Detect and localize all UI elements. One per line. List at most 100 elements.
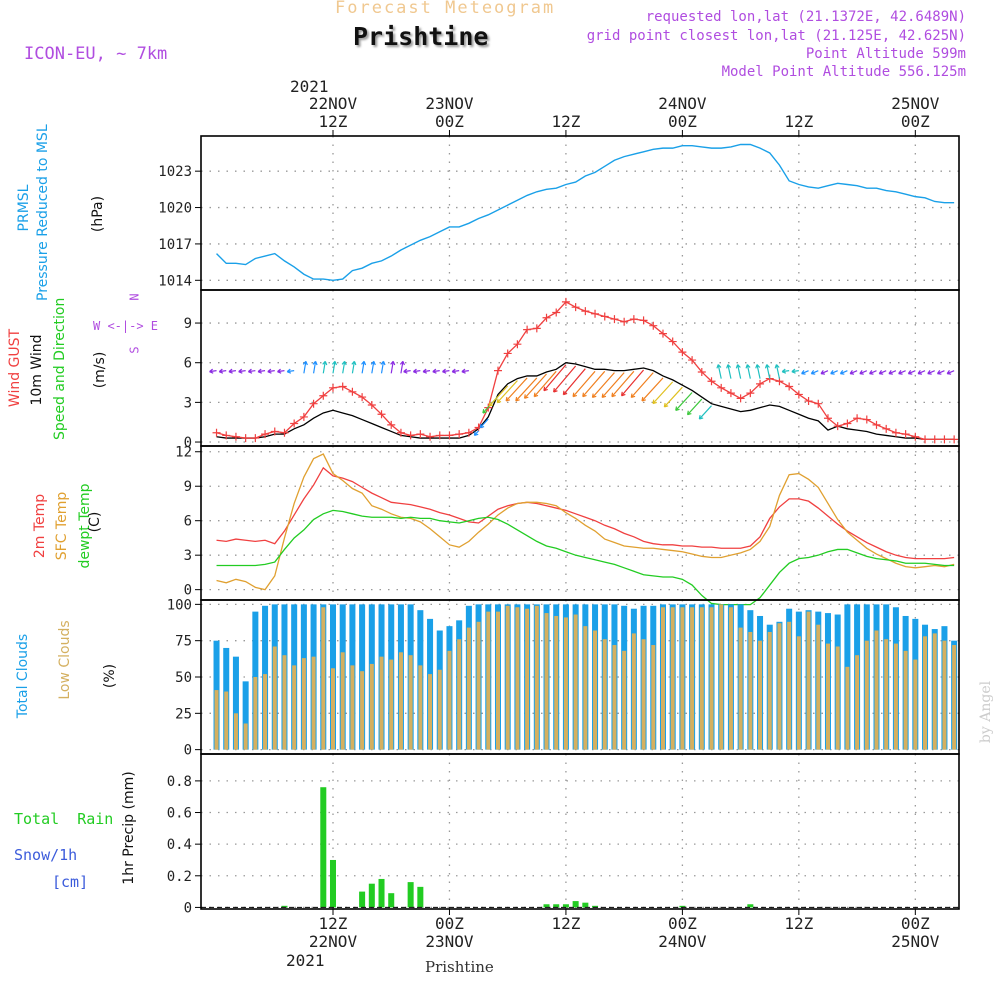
compass-s: S <box>127 346 142 354</box>
wind-direction-arrow <box>543 364 567 392</box>
low-clouds-bar <box>447 650 452 750</box>
wind-direction-arrow <box>620 369 645 397</box>
gust-point <box>270 427 279 436</box>
low-clouds-bar <box>758 640 763 750</box>
gust-point <box>853 414 862 423</box>
gust-point <box>581 307 590 316</box>
wind-direction-arrow <box>412 368 421 374</box>
ytick-label-temperature: 0 <box>184 583 192 599</box>
gust-point <box>911 432 920 441</box>
low-clouds-bar <box>350 665 355 750</box>
wind-direction-arrow <box>209 368 217 374</box>
ytick-label-clouds: 75 <box>175 634 192 650</box>
low-clouds-bar <box>845 666 850 750</box>
date-label-bottom: 22NOV <box>309 932 358 951</box>
date-label-bottom: 25NOV <box>891 932 940 951</box>
wind-direction-arrow <box>774 364 781 379</box>
wind-direction-arrow <box>461 368 469 374</box>
time-label-bottom: 12Z <box>551 914 580 933</box>
gust-point <box>445 431 454 440</box>
wind-direction-arrow <box>859 370 868 375</box>
low-clouds-bar <box>913 659 918 750</box>
wind-unit: (m/s) <box>92 351 108 389</box>
low-clouds-bar <box>457 639 462 750</box>
low-clouds-bar <box>602 639 607 750</box>
gust-point <box>610 315 619 324</box>
wind-direction-arrow <box>479 418 489 429</box>
time-label-bottom: 12Z <box>319 914 348 933</box>
wind-direction-arrow <box>927 370 935 375</box>
low-clouds-bar <box>738 627 743 750</box>
gust-point <box>794 390 803 399</box>
wind-direction-arrow <box>302 360 308 374</box>
low-clouds-bar <box>583 626 588 750</box>
ytick-label-clouds: 25 <box>175 706 192 722</box>
wind-direction-arrow <box>726 364 732 379</box>
ytick-label-precip: 0.4 <box>167 837 192 853</box>
precip-bar <box>368 883 375 908</box>
gust-point <box>921 435 930 444</box>
gust-point <box>726 389 735 398</box>
date-label-top: 24NOV <box>658 94 707 113</box>
wind-direction-arrow <box>675 392 693 411</box>
low-clouds-bar <box>233 713 238 750</box>
gust-point <box>717 383 726 392</box>
wind-direction-arrow <box>267 368 275 374</box>
low-clouds-bar <box>573 614 578 750</box>
wind-direction-arrow <box>422 368 431 374</box>
gust-point <box>251 434 260 443</box>
low-clouds-bar <box>777 623 782 750</box>
gust-point <box>600 312 609 321</box>
wind-direction-arrow <box>716 364 722 379</box>
wind-direction-arrow <box>505 377 528 402</box>
low-clouds-bar <box>563 617 568 750</box>
low-clouds-bar <box>864 640 869 750</box>
low-clouds-label: Low Clouds <box>57 620 73 700</box>
gust-point <box>891 428 900 437</box>
low-clouds-bar <box>505 605 510 750</box>
wind-direction-arrow <box>698 405 712 420</box>
low-clouds-bar <box>515 607 520 750</box>
ytick-label-temperature: 12 <box>175 445 192 461</box>
wind-direction-arrow <box>380 360 386 374</box>
gust-point <box>280 428 289 437</box>
total-clouds-bar <box>242 681 249 750</box>
wind-direction-arrow <box>361 360 367 374</box>
low-clouds-bar <box>292 665 297 750</box>
low-clouds-bar <box>748 631 753 750</box>
gust-point <box>513 340 522 349</box>
gust-point <box>222 431 231 440</box>
precip-bar <box>378 878 385 908</box>
gust-point <box>435 431 444 440</box>
gust-point <box>901 430 910 439</box>
gust-point <box>814 399 823 408</box>
wind-direction-arrow <box>562 368 586 396</box>
gust-point <box>571 303 580 312</box>
wind-direction-arrow <box>322 360 328 374</box>
gust-point <box>358 393 367 402</box>
wind-direction-arrow <box>228 368 237 374</box>
gust-point <box>591 309 600 318</box>
gust-point <box>804 397 813 406</box>
low-clouds-bar <box>253 677 258 750</box>
date-label-bottom: 24NOV <box>658 932 707 951</box>
low-clouds-bar <box>709 607 714 750</box>
gust-point <box>843 419 852 428</box>
compass-n: N <box>127 293 142 301</box>
time-label-top: 12Z <box>784 112 813 131</box>
wind-direction-arrow <box>432 368 440 374</box>
ytick-label-precip: 0 <box>184 900 192 916</box>
gust-point <box>542 313 551 322</box>
gust-label: Wind GUST <box>7 328 23 408</box>
gust-line <box>216 301 955 441</box>
grid-point: grid point closest lon,lat (21.125E, 42.… <box>586 28 966 44</box>
low-clouds-bar <box>282 655 287 750</box>
pressure-label-2: Pressure Reduced to MSL <box>35 124 51 301</box>
low-clouds-bar <box>660 607 665 750</box>
total-clouds-bar <box>232 656 239 750</box>
low-clouds-bar <box>437 669 442 750</box>
gust-point <box>649 321 658 330</box>
gust-point <box>377 410 386 419</box>
low-clouds-bar <box>767 631 772 750</box>
low-clouds-bar <box>932 633 937 750</box>
